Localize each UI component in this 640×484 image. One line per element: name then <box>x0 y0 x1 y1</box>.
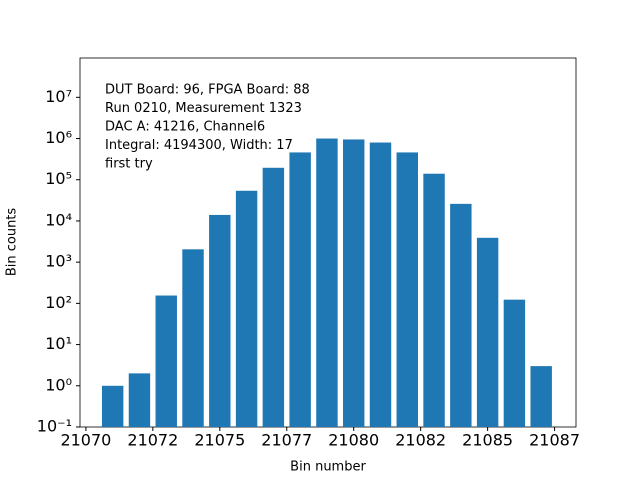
y-axis-label: Bin counts <box>5 208 20 277</box>
x-tick-label: 21075 <box>194 431 245 450</box>
y-tick-label: 10⁵ <box>45 169 72 188</box>
x-axis-label: Bin number <box>290 460 366 475</box>
bar <box>396 152 418 427</box>
bar <box>503 299 526 427</box>
annotation: Run 0210, Measurement 1323 <box>105 101 302 116</box>
x-tick-label: 21077 <box>261 431 312 450</box>
bar <box>155 295 177 427</box>
x-tick-label: 21070 <box>60 431 111 450</box>
y-tick-label: 10⁴ <box>45 210 72 229</box>
annotation: Integral: 4194300, Width: 17 <box>105 138 293 153</box>
bar <box>182 249 204 427</box>
bar <box>369 142 392 427</box>
x-tick-label: 21085 <box>462 431 513 450</box>
bar <box>530 366 552 427</box>
bar <box>235 190 258 427</box>
y-tick-label: 10⁻¹ <box>37 417 72 436</box>
bar <box>209 214 231 427</box>
x-tick-label: 21082 <box>395 431 446 450</box>
bar <box>450 203 472 427</box>
bar <box>101 385 124 427</box>
x-tick-label: 21072 <box>127 431 178 450</box>
annotation: DUT Board: 96, FPGA Board: 88 <box>105 83 310 98</box>
y-tick-label: 10⁰ <box>45 375 72 394</box>
x-tick-label: 21087 <box>529 431 580 450</box>
y-tick-label: 10² <box>45 293 72 312</box>
bar <box>423 173 445 427</box>
bar <box>262 167 285 427</box>
bar <box>289 152 311 427</box>
y-tick-label: 10¹ <box>45 334 72 353</box>
bar <box>342 139 365 427</box>
y-tick-label: 10⁶ <box>45 128 72 147</box>
annotation: first try <box>105 157 153 172</box>
bar <box>476 237 499 427</box>
y-tick-label: 10⁷ <box>45 87 72 106</box>
bar <box>128 373 151 427</box>
x-tick-label: 21080 <box>328 431 379 450</box>
annotation: DAC A: 41216, Channel6 <box>105 120 265 135</box>
y-tick-label: 10³ <box>45 252 72 271</box>
bar <box>316 138 338 427</box>
